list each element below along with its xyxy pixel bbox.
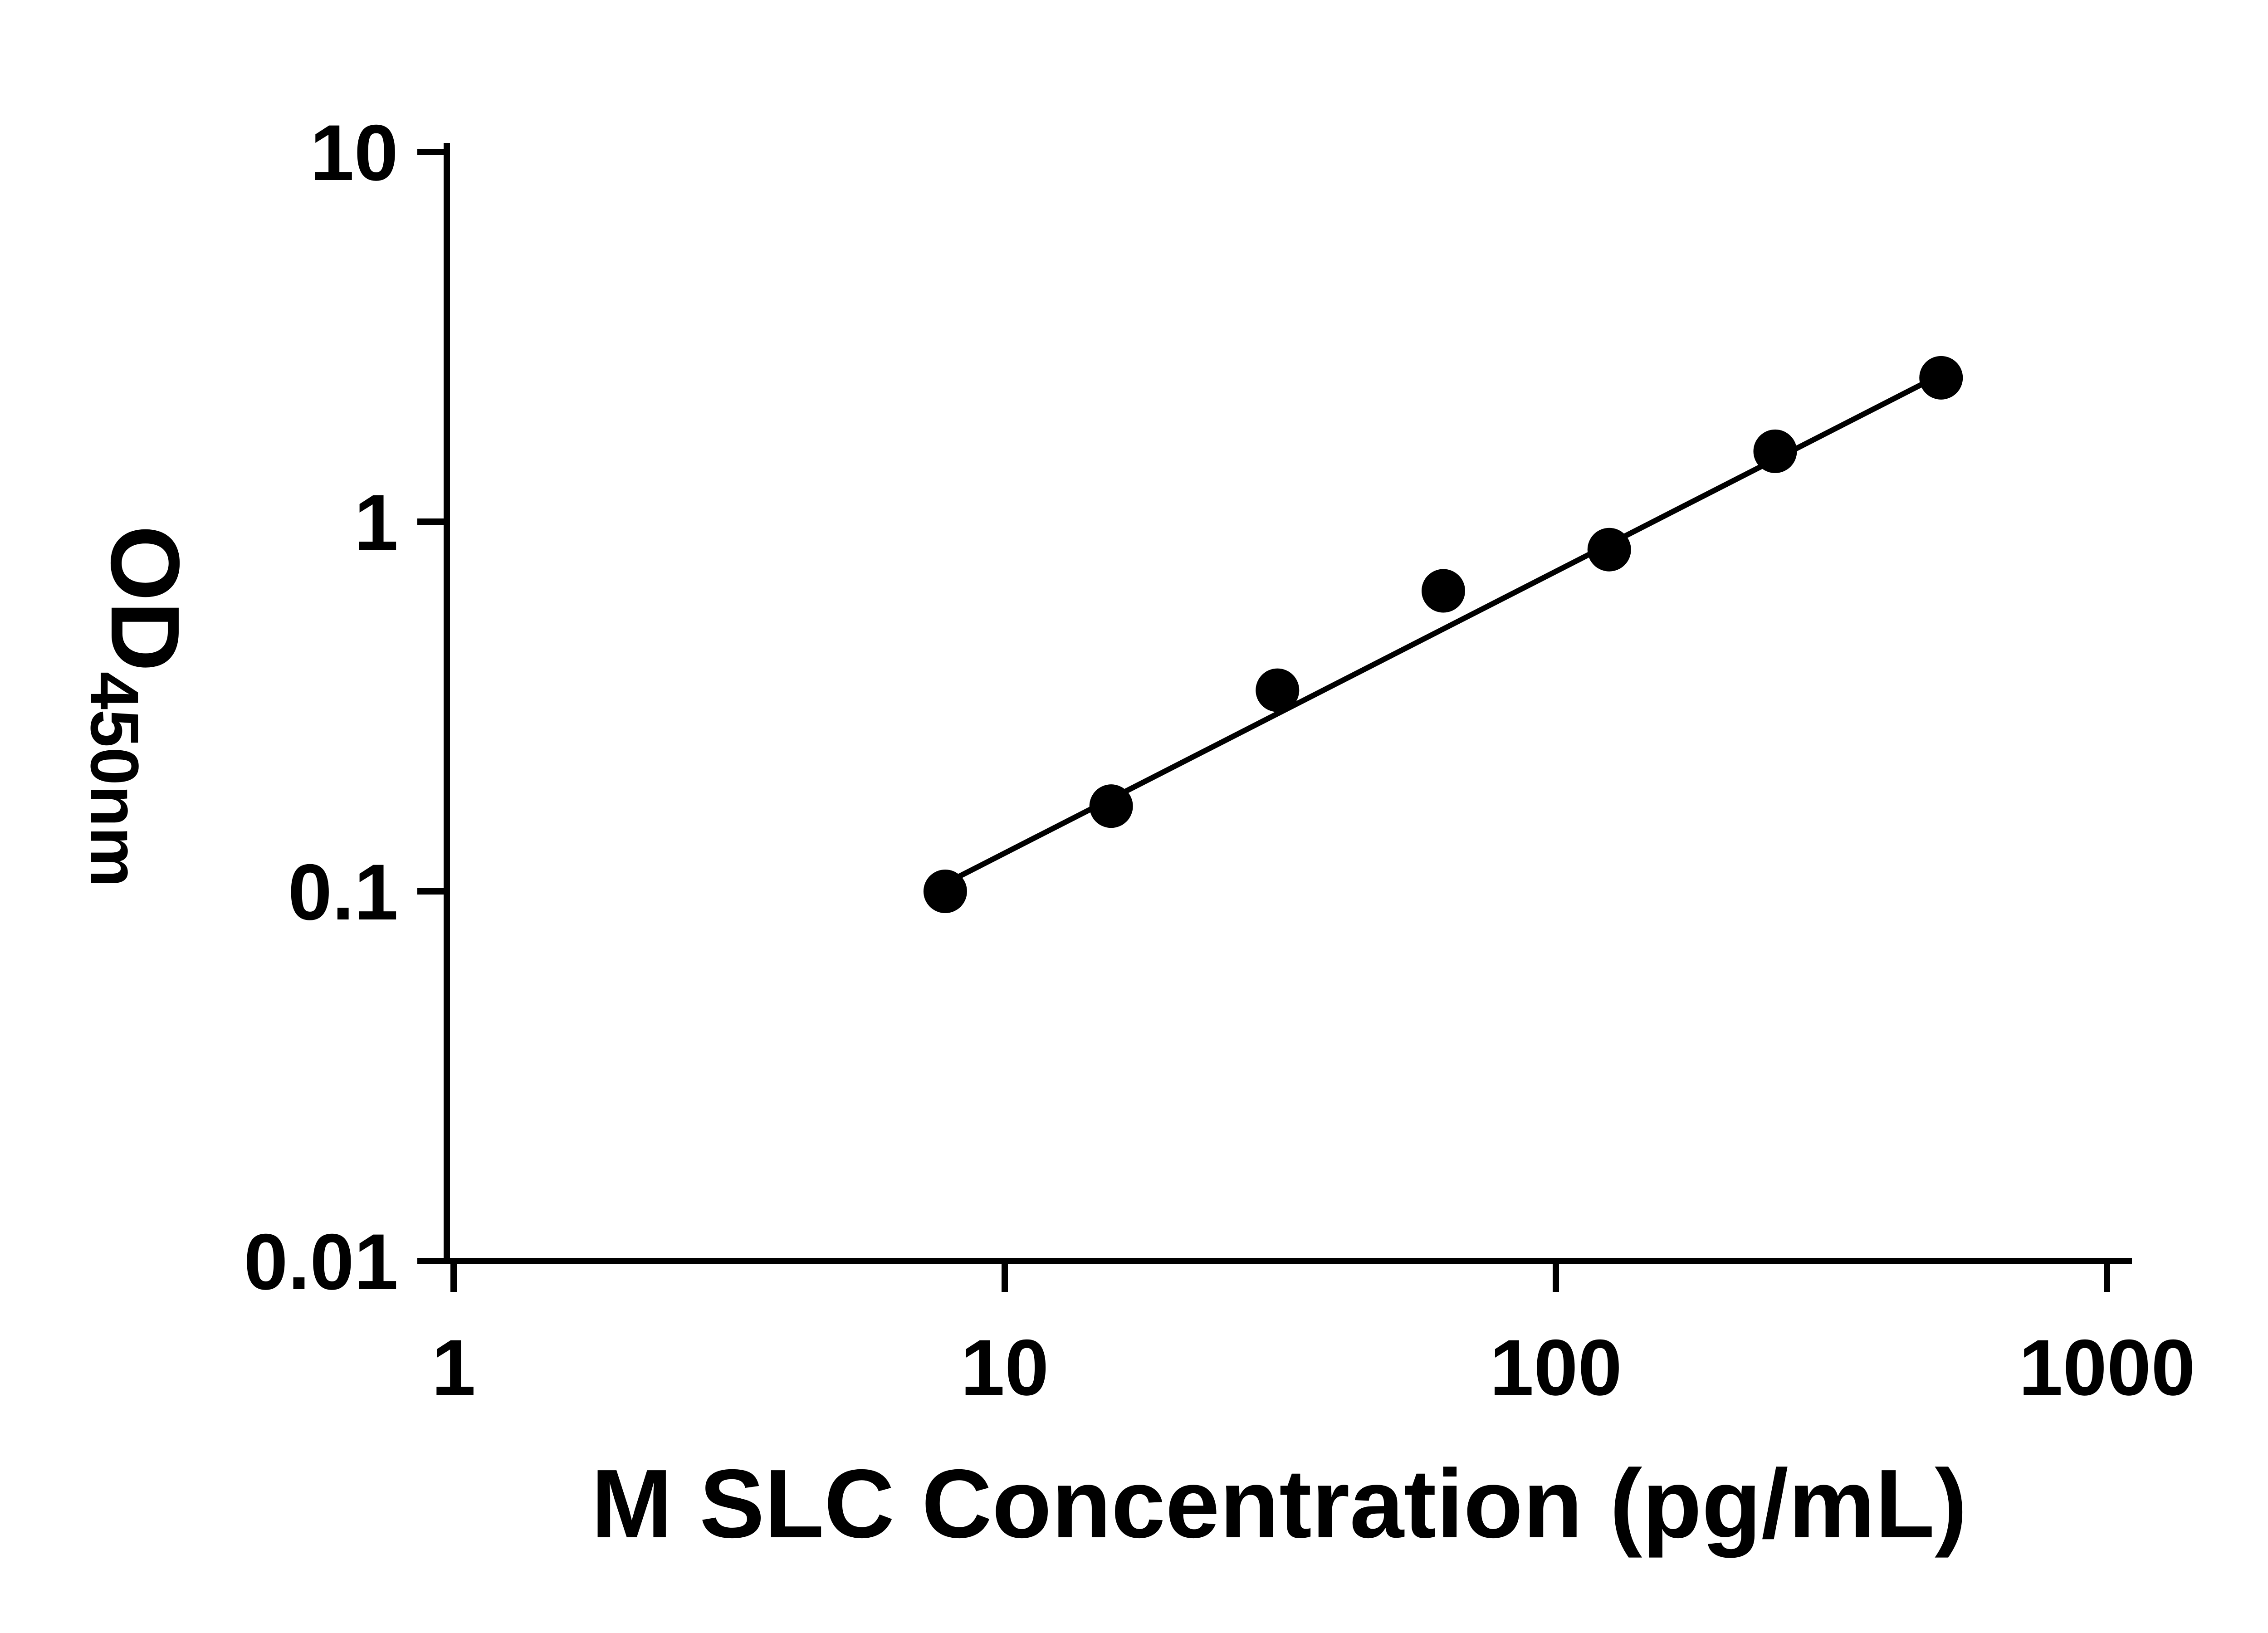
data-point-marker xyxy=(1089,784,1133,828)
y-axis-title: OD450nm xyxy=(77,525,201,887)
x-tick-label: 10 xyxy=(961,1324,1049,1412)
x-tick-label: 1000 xyxy=(2019,1324,2195,1412)
y-tick-label: 10 xyxy=(310,109,398,197)
y-axis-title-base: OD xyxy=(91,525,200,672)
y-tick-label: 0.01 xyxy=(244,1218,398,1306)
data-point-marker xyxy=(923,870,967,913)
data-point-marker xyxy=(1753,429,1797,473)
data-point-marker xyxy=(1919,356,1963,400)
x-tick-label: 1 xyxy=(431,1324,475,1412)
y-tick-label: 0.1 xyxy=(288,848,398,937)
data-point-marker xyxy=(1256,668,1300,712)
data-point-marker xyxy=(1421,569,1465,613)
y-tick-label: 1 xyxy=(354,479,398,567)
x-axis-title: M SLC Concentration (pg/mL) xyxy=(591,1449,1967,1558)
data-point-marker xyxy=(1587,528,1631,572)
y-axis-title-subscript: 450nm xyxy=(77,671,153,887)
x-tick-label: 100 xyxy=(1490,1324,1622,1412)
